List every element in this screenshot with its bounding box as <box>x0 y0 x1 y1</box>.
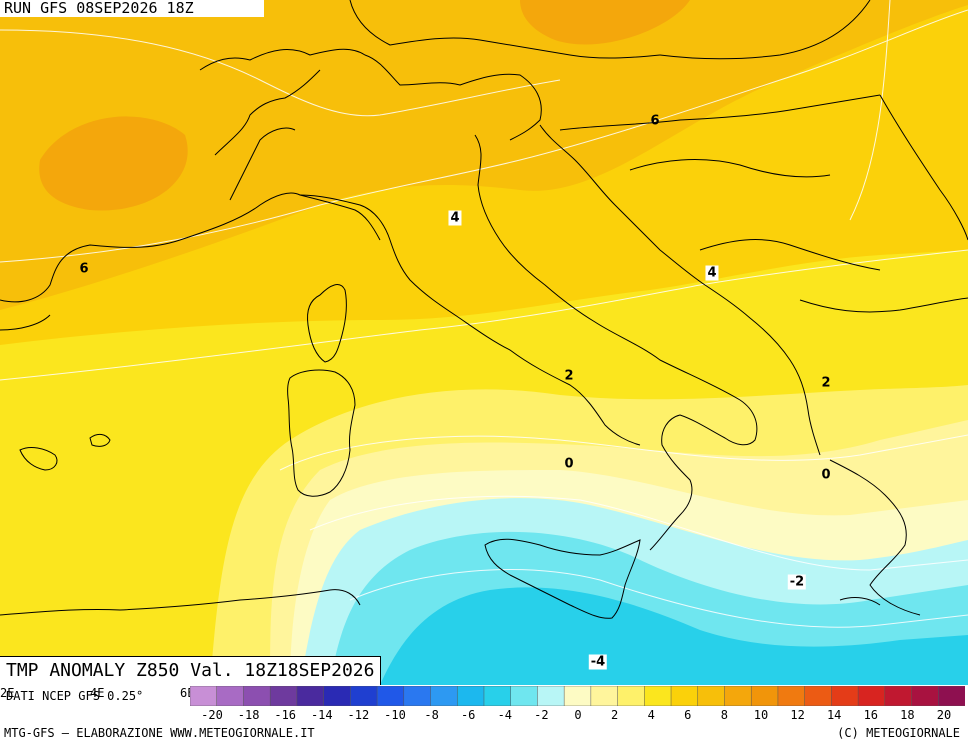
colorbar-swatch <box>804 686 833 706</box>
colorbar-tick-label: 8 <box>720 708 729 722</box>
colorbar-swatch <box>243 686 271 706</box>
colorbar-swatch <box>884 686 913 706</box>
colorbar-swatch <box>456 686 485 706</box>
colorbar-tick-label: 14 <box>826 708 842 722</box>
footer-credit: MTG-GFS – ELABORAZIONE WWW.METEOGIORNALE… <box>4 726 315 740</box>
coast-france-west <box>0 192 381 303</box>
colorbar-tick-label: -8 <box>424 708 439 722</box>
colorbar-tick-label: -18 <box>237 708 260 722</box>
lon-label: 2E <box>0 686 15 700</box>
colorbar-swatch <box>430 686 458 706</box>
colorbar-swatch <box>403 686 432 706</box>
border-east <box>879 94 968 241</box>
coast-crete <box>839 597 881 606</box>
isotherm-lines <box>0 0 968 628</box>
coast-corsica <box>307 284 347 363</box>
coast-spain <box>0 314 51 331</box>
colorbar-swatch <box>350 686 378 706</box>
contour-label: 0 <box>821 467 831 483</box>
colorbar-tick-label: 6 <box>684 708 692 722</box>
contour-label: 4 <box>448 210 462 226</box>
border-balkans-2 <box>629 159 831 178</box>
colorbar-swatch <box>376 686 405 706</box>
colorbar-tick-label: -16 <box>274 708 297 722</box>
contour-label: -4 <box>588 654 608 670</box>
coastlines-and-borders <box>0 0 968 619</box>
colorbar-tick-label: 12 <box>790 708 805 722</box>
colorbar-swatch <box>563 686 592 706</box>
colorbar-tick-label: -20 <box>201 708 223 722</box>
colorbar-swatch <box>510 686 539 706</box>
lon-label: 4E <box>90 686 105 700</box>
colorbar-swatch <box>857 686 886 706</box>
data-source-label: DATI NCEP GFS 0.25° <box>6 689 144 703</box>
colorbar-swatch <box>269 686 298 706</box>
footer-copyright: (C) METEOGIORNALE <box>837 726 960 740</box>
colorbar <box>190 686 965 706</box>
temperature-anomaly-map <box>0 0 968 685</box>
colorbar-tick-label: 10 <box>753 708 769 722</box>
colorbar-swatch <box>938 686 965 706</box>
colorbar-swatch <box>190 686 218 706</box>
colorbar-swatch <box>216 686 245 706</box>
band-8-north <box>520 0 690 45</box>
border-north-2 <box>659 0 871 60</box>
colorbar-swatch <box>777 686 806 706</box>
contour-label: 0 <box>564 456 574 472</box>
colorbar-tick-label: 0 <box>574 708 582 722</box>
coast-balearic <box>19 447 58 471</box>
border-france-swiss <box>214 69 321 156</box>
border-balkans-1 <box>559 94 881 131</box>
border-north-1 <box>349 0 661 59</box>
coast-balkans <box>539 124 821 456</box>
band-6-warm-core <box>39 116 188 211</box>
coast-sicily <box>484 538 641 619</box>
colorbar-swatch <box>750 686 779 706</box>
colorbar-tick-label: -4 <box>497 708 513 722</box>
border-alps <box>199 48 542 141</box>
contour-label: 4 <box>705 265 719 281</box>
coast-balearic-2 <box>89 433 111 447</box>
contour-label: 6 <box>650 113 660 129</box>
colorbar-swatch <box>697 686 726 706</box>
colorbar-tick-label: -12 <box>347 708 370 722</box>
border-italy-france <box>229 127 296 201</box>
colorbar-tick-label: -10 <box>384 708 406 722</box>
colorbar-swatch <box>323 686 352 706</box>
coast-greece <box>829 459 921 616</box>
colorbar-swatch <box>670 686 699 706</box>
colorbar-tick-label: 18 <box>900 708 915 722</box>
colorbar-tick-label: 20 <box>936 708 952 722</box>
colorbar-tick-label: -2 <box>534 708 549 722</box>
colorbar-swatch <box>483 686 512 706</box>
map-title: TMP ANOMALY Z850 Val. 18Z18SEP2026 <box>0 656 382 685</box>
coast-sardinia <box>287 369 356 497</box>
colorbar-swatch <box>537 686 565 706</box>
colorbar-tick-label: 2 <box>610 708 619 722</box>
coast-italy-adriatic <box>474 134 758 551</box>
colorbar-swatch <box>644 686 672 706</box>
colorbar-tick-label: -14 <box>310 708 333 722</box>
contour-label: -2 <box>787 574 807 590</box>
coast-africa <box>0 589 361 616</box>
contour-label: 2 <box>564 368 574 384</box>
colorbar-tick-label: 16 <box>863 708 879 722</box>
colorbar-swatch <box>296 686 325 706</box>
border-balkans-4 <box>799 297 968 313</box>
colorbar-swatch <box>617 686 646 706</box>
colorbar-swatch <box>831 686 859 706</box>
band-minus5 <box>380 587 968 685</box>
contour-label: 6 <box>79 261 89 277</box>
colorbar-tick-label: 4 <box>647 708 655 722</box>
colorbar-swatch <box>911 686 940 706</box>
colorbar-tick-label: -6 <box>460 708 476 722</box>
border-balkans-3 <box>699 239 881 271</box>
colorbar-swatch <box>724 686 752 706</box>
contour-label: 2 <box>821 375 831 391</box>
coast-italy-tyrrhenian <box>299 194 641 446</box>
run-label: RUN GFS 08SEP2026 18Z <box>0 0 264 17</box>
colorbar-swatch <box>590 686 619 706</box>
